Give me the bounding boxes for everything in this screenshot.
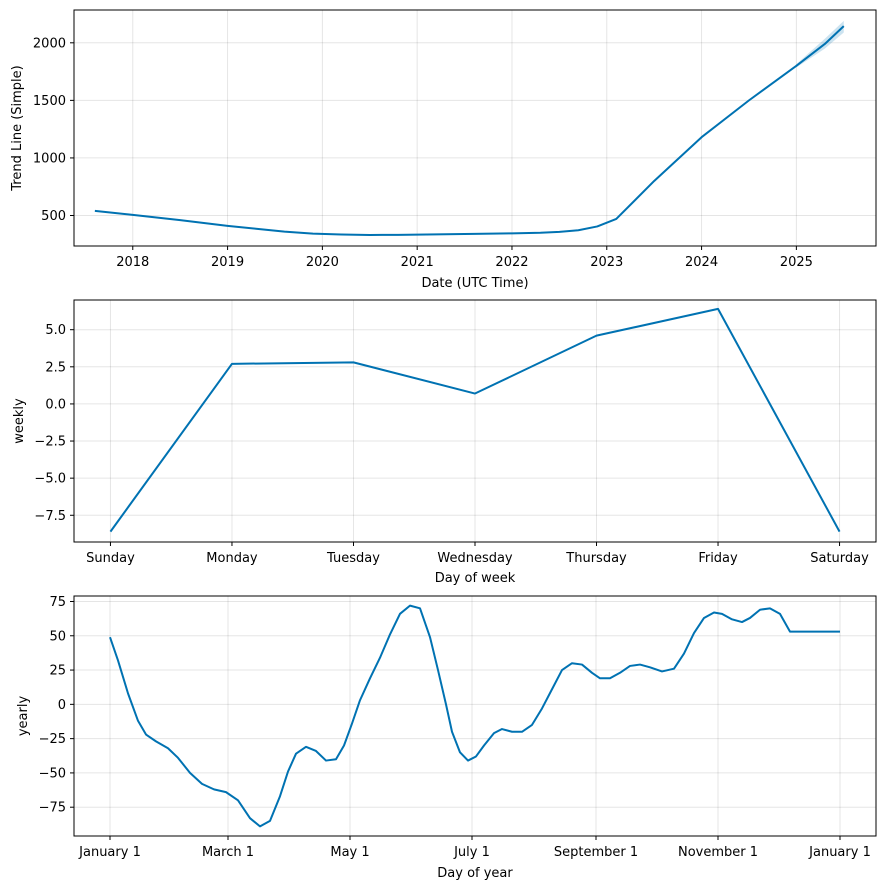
y-tick-label: 50 xyxy=(49,629,66,644)
x-tick-label: 2019 xyxy=(211,255,244,270)
y-tick-label: 1500 xyxy=(33,94,66,109)
yearly-plot-frame xyxy=(73,595,877,837)
weekly-ticks: Sunday Monday Tuesday Wednesday Thursday Frid… xyxy=(34,323,869,566)
trend-x-axis-label: Date (UTC Time) xyxy=(421,276,528,291)
x-tick-label: 2025 xyxy=(780,255,813,270)
weekly-grid xyxy=(74,300,876,542)
y-tick-label: −7.5 xyxy=(34,509,66,524)
x-tick-label: Monday xyxy=(206,551,258,566)
x-tick-label: January 1 xyxy=(808,845,871,860)
trend-grid xyxy=(74,10,876,246)
yearly-grid xyxy=(74,596,876,836)
x-tick-label: July 1 xyxy=(453,845,490,860)
y-tick-label: −2.5 xyxy=(34,435,66,450)
x-tick-label: 2018 xyxy=(116,255,149,270)
x-tick-label: Tuesday xyxy=(326,551,380,566)
trend-y-axis-label: Trend Line (Simple) xyxy=(10,65,25,191)
x-tick-label: 2022 xyxy=(495,255,528,270)
x-tick-label: 2023 xyxy=(590,255,623,270)
x-tick-label: 2021 xyxy=(401,255,434,270)
x-tick-label: Saturday xyxy=(810,551,869,566)
y-tick-label: −5.0 xyxy=(34,472,66,487)
y-tick-label: 0.0 xyxy=(45,397,66,412)
y-tick-label: 0 xyxy=(58,698,66,713)
y-tick-label: 1000 xyxy=(33,151,66,166)
yearly-ticks: January 1 March 1 May 1 July 1 September 1 No… xyxy=(39,595,871,860)
trend-ticks: 2018 2019 2020 2021 2022 2023 2024 2025 500 1000 1… xyxy=(33,36,813,270)
y-tick-label: 2000 xyxy=(33,36,66,51)
x-tick-label: Sunday xyxy=(86,551,135,566)
y-tick-label: −25 xyxy=(39,732,66,747)
x-tick-label: 2024 xyxy=(685,255,718,270)
y-tick-label: 25 xyxy=(49,664,66,679)
weekly-panel: Sunday Monday Tuesday Wednesday Thursday Frid… xyxy=(12,299,877,586)
yearly-x-axis-label: Day of year xyxy=(437,866,513,881)
y-tick-label: 500 xyxy=(41,209,66,224)
yearly-series-line xyxy=(109,604,840,828)
x-tick-label: Wednesday xyxy=(437,551,513,566)
x-tick-label: Thursday xyxy=(565,551,627,566)
trend-plot-frame xyxy=(73,9,877,247)
x-tick-label: November 1 xyxy=(678,845,758,860)
y-tick-label: 5.0 xyxy=(45,323,66,338)
weekly-plot-frame xyxy=(73,299,877,543)
trend-series-line xyxy=(94,25,845,236)
y-tick-label: −75 xyxy=(39,801,66,816)
y-tick-label: −50 xyxy=(39,766,66,781)
weekly-y-axis-label: weekly xyxy=(12,398,27,444)
y-tick-label: 75 xyxy=(49,595,66,610)
x-tick-label: September 1 xyxy=(554,845,638,860)
trend-panel: 2018 2019 2020 2021 2022 2023 2024 2025 500 1000 1… xyxy=(10,9,877,291)
yearly-panel: January 1 March 1 May 1 July 1 September 1 No… xyxy=(16,595,877,881)
yearly-y-axis-label: yearly xyxy=(16,696,31,737)
x-tick-label: January 1 xyxy=(78,845,141,860)
x-tick-label: May 1 xyxy=(330,845,369,860)
x-tick-label: Friday xyxy=(698,551,738,566)
x-tick-label: March 1 xyxy=(202,845,254,860)
weekly-series-line xyxy=(109,307,841,533)
y-tick-label: 2.5 xyxy=(45,360,66,375)
x-tick-label: 2020 xyxy=(306,255,339,270)
weekly-x-axis-label: Day of week xyxy=(435,571,516,586)
